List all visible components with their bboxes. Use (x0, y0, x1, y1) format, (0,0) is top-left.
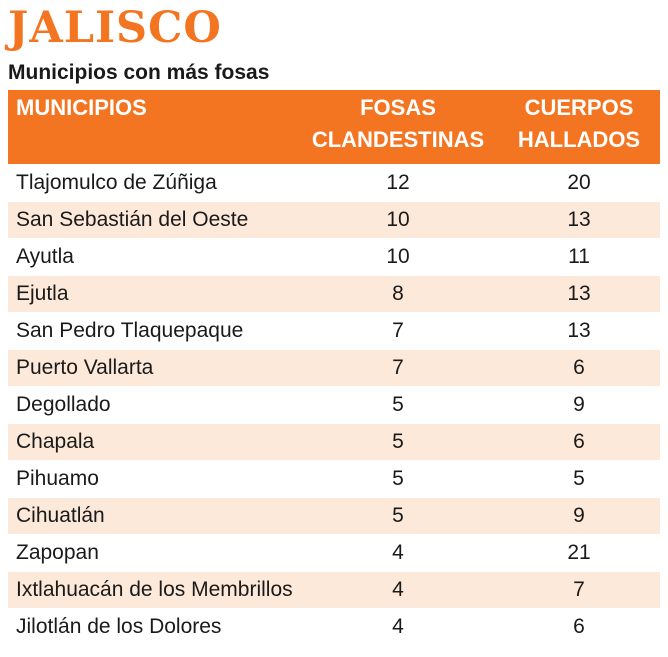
cell-municipio: Ixtlahuacán de los Membrillos (8, 571, 298, 609)
cell-fosas: 5 (298, 460, 498, 498)
table-row: Ayutla 10 11 (8, 238, 660, 276)
cell-municipio: Degollado (8, 386, 298, 424)
cell-municipio: San Sebastián del Oeste (8, 201, 298, 239)
table-row: Cihuatlán 5 9 (8, 497, 660, 535)
column-header-municipios: MUNICIPIOS (8, 90, 298, 165)
column-header-fosas: FOSAS CLANDESTINAS (298, 90, 498, 165)
cell-fosas: 5 (298, 386, 498, 424)
column-header-cuerpos: CUERPOS HALLADOS (498, 90, 660, 165)
fosas-table: MUNICIPIOS FOSAS CLANDESTINAS CUERPOS HALL… (8, 90, 660, 645)
table-header-row: MUNICIPIOS FOSAS CLANDESTINAS CUERPOS HALL… (8, 90, 660, 165)
cell-fosas: 4 (298, 571, 498, 609)
page-title: JALISCO (8, 3, 222, 53)
table-row: Ejutla 8 13 (8, 275, 660, 313)
cell-municipio: Jilotlán de los Dolores (8, 608, 298, 645)
table-subtitle: Municipios con más fosas (8, 61, 270, 84)
cell-cuerpos: 13 (498, 201, 660, 239)
cell-cuerpos: 13 (498, 275, 660, 313)
table-row: Ixtlahuacán de los Membrillos 4 7 (8, 571, 660, 609)
cell-cuerpos: 6 (498, 423, 660, 461)
cell-municipio: Cihuatlán (8, 497, 298, 535)
cell-fosas: 8 (298, 275, 498, 313)
cell-cuerpos: 6 (498, 608, 660, 645)
cell-cuerpos: 6 (498, 349, 660, 387)
cell-cuerpos: 5 (498, 460, 660, 498)
cell-fosas: 5 (298, 497, 498, 535)
table-row: Puerto Vallarta 7 6 (8, 349, 660, 387)
table-row: Pihuamo 5 5 (8, 460, 660, 498)
table-row: Chapala 5 6 (8, 423, 660, 461)
cell-cuerpos: 20 (498, 164, 660, 202)
cell-fosas: 4 (298, 534, 498, 572)
cell-municipio: Ejutla (8, 275, 298, 313)
table-row: Degollado 5 9 (8, 386, 660, 424)
table-row: Jilotlán de los Dolores 4 6 (8, 608, 660, 645)
cell-cuerpos: 21 (498, 534, 660, 572)
cell-cuerpos: 11 (498, 238, 660, 276)
cell-fosas: 5 (298, 423, 498, 461)
cell-fosas: 7 (298, 312, 498, 350)
cell-fosas: 4 (298, 608, 498, 645)
cell-fosas: 7 (298, 349, 498, 387)
table-row: Zapopan 4 21 (8, 534, 660, 572)
cell-cuerpos: 9 (498, 386, 660, 424)
cell-cuerpos: 13 (498, 312, 660, 350)
cell-municipio: Ayutla (8, 238, 298, 276)
cell-fosas: 10 (298, 201, 498, 239)
cell-cuerpos: 9 (498, 497, 660, 535)
cell-municipio: Zapopan (8, 534, 298, 572)
cell-municipio: Tlajomulco de Zúñiga (8, 164, 298, 202)
table-row: San Pedro Tlaquepaque 7 13 (8, 312, 660, 350)
cell-fosas: 12 (298, 164, 498, 202)
table-row: San Sebastián del Oeste 10 13 (8, 201, 660, 239)
cell-fosas: 10 (298, 238, 498, 276)
cell-municipio: Pihuamo (8, 460, 298, 498)
cell-municipio: San Pedro Tlaquepaque (8, 312, 298, 350)
table-body: Tlajomulco de Zúñiga 12 20 San Sebastián de… (8, 164, 660, 645)
cell-municipio: Puerto Vallarta (8, 349, 298, 387)
table-row: Tlajomulco de Zúñiga 12 20 (8, 164, 660, 202)
cell-cuerpos: 7 (498, 571, 660, 609)
cell-municipio: Chapala (8, 423, 298, 461)
